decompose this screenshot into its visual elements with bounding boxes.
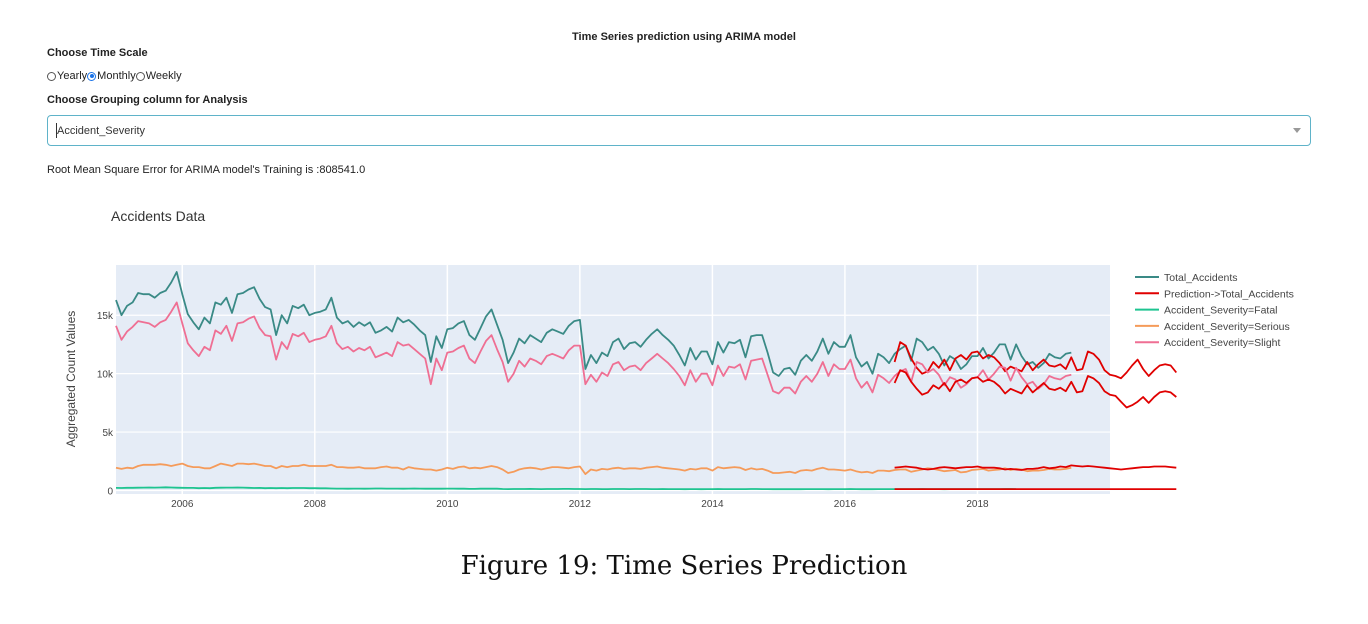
x-tick-label: 2008 [304, 499, 327, 510]
grid-lines [116, 265, 1110, 494]
time-scale-heading: Choose Time Scale [47, 47, 148, 59]
app-title: Time Series prediction using ARIMA model [572, 31, 796, 43]
rmse-text: Root Mean Square Error for ARIMA model's… [47, 164, 366, 176]
y-tick-label: 5k [102, 428, 114, 439]
x-tick-label: 2014 [701, 499, 724, 510]
grouping-column-select[interactable]: Accident_Severity [47, 115, 1311, 146]
y-tick-label: 15k [97, 311, 114, 322]
legend-label-total-accidents[interactable]: Total_Accidents [1164, 272, 1238, 284]
time-scale-radio-group: Yearly Monthly Weekly [47, 70, 182, 82]
x-tick-label: 2016 [834, 499, 857, 510]
axes: 2006 2008 2010 2012 2014 2016 2018 0 5k 10k 15k [97, 311, 989, 510]
radio-monthly[interactable]: Monthly [87, 70, 136, 82]
legend-label-accident-severity-serious[interactable]: Accident_Severity=Serious [1164, 321, 1290, 333]
series-line-accident-severity-serious[interactable] [115, 462, 1072, 476]
series-line-prediction-total-accidents-lower[interactable] [893, 369, 1177, 409]
grouping-select-value[interactable]: Accident_Severity [57, 125, 146, 137]
figure-caption: Figure 19: Time Series Prediction [460, 551, 908, 581]
radio-monthly-label[interactable]: Monthly [97, 70, 136, 82]
x-tick-label: 2012 [569, 499, 592, 510]
x-tick-label: 2006 [171, 499, 194, 510]
x-tick-label: 2010 [436, 499, 459, 510]
legend-label-prediction-total-accidents[interactable]: Prediction->Total_Accidents [1164, 288, 1294, 300]
plot-area[interactable] [116, 265, 1110, 494]
series-line-prediction-total-accidents-serious[interactable] [894, 464, 1177, 471]
series-layer [115, 271, 1178, 491]
radio-weekly-label[interactable]: Weekly [145, 70, 182, 82]
chevron-down-icon[interactable] [1293, 128, 1301, 133]
series-line-total-accidents[interactable] [115, 271, 1072, 377]
y-axis-label: Aggregated Count Values [64, 311, 78, 448]
legend-label-accident-severity-slight[interactable]: Accident_Severity=Slight [1164, 337, 1281, 349]
text-caret [56, 123, 57, 138]
legend-label-accident-severity-fatal[interactable]: Accident_Severity=Fatal [1164, 305, 1278, 317]
y-tick-label: 10k [97, 370, 114, 381]
x-tick-label: 2018 [966, 499, 989, 510]
chart-title: Accidents Data [111, 208, 206, 224]
radio-yearly-circle[interactable] [47, 71, 56, 81]
radio-weekly[interactable]: Weekly [135, 70, 182, 82]
series-line-accident-severity-slight[interactable] [115, 301, 1072, 395]
legend[interactable]: Total_Accidents Prediction->Total_Acciden… [1135, 272, 1294, 349]
radio-weekly-circle[interactable] [135, 71, 145, 81]
radio-yearly[interactable]: Yearly [47, 70, 87, 82]
y-tick-label: 0 [107, 486, 113, 497]
grouping-heading: Choose Grouping column for Analysis [47, 94, 248, 106]
radio-monthly-circle[interactable] [87, 71, 97, 81]
series-line-accident-severity-fatal[interactable] [115, 486, 1017, 491]
radio-yearly-label[interactable]: Yearly [57, 70, 88, 82]
series-line-prediction-total-accidents[interactable] [893, 341, 1178, 380]
